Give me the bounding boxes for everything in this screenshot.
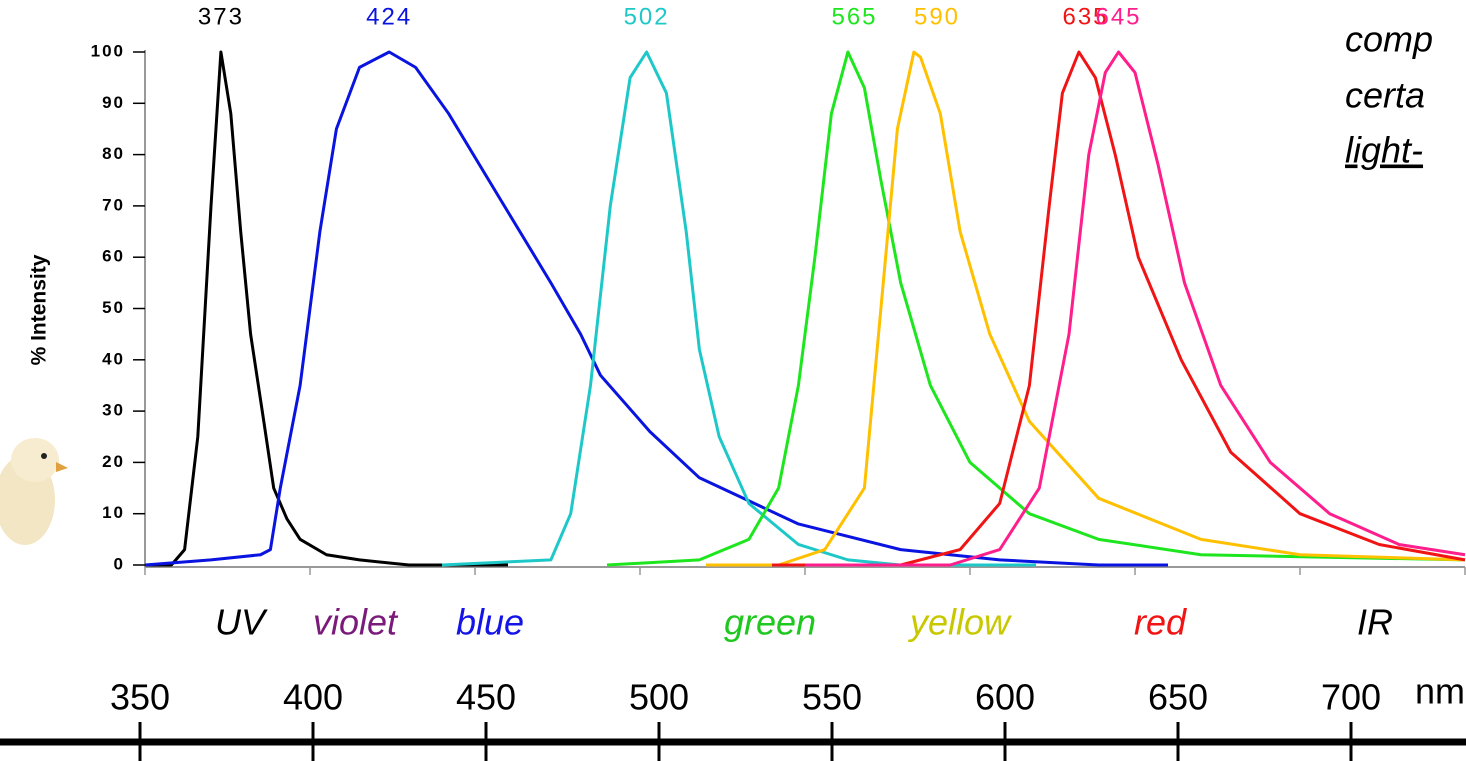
y-tick-label: 80 [102, 144, 125, 163]
ruler-label: 600 [975, 677, 1035, 718]
spectrum-line [145, 50, 508, 567]
band-label: red [1134, 602, 1187, 643]
y-tick-label: 70 [102, 195, 125, 214]
side-text: comp [1345, 19, 1433, 60]
y-tick-label: 90 [102, 93, 125, 112]
peak-label: 635 [1062, 3, 1108, 30]
y-tick-label: 50 [102, 298, 125, 317]
y-tick-label: 30 [102, 401, 125, 420]
ruler-label: 650 [1148, 677, 1208, 718]
ruler-unit: nm [1415, 671, 1465, 712]
band-label: UV [215, 602, 268, 643]
band-label: IR [1357, 602, 1393, 643]
ruler-label: 500 [629, 677, 689, 718]
band-label: violet [313, 602, 399, 643]
y-tick-label: 60 [102, 247, 125, 266]
y-tick-label: 0 [114, 554, 125, 573]
side-text: light- [1345, 130, 1423, 171]
peak-label: 565 [831, 3, 877, 30]
ruler-label: 450 [456, 677, 516, 718]
y-axis-label: % Intensity [28, 254, 51, 365]
peak-label: 424 [366, 3, 412, 30]
band-label: green [724, 602, 816, 643]
spectrum-line [805, 50, 1466, 567]
peak-label: 590 [914, 3, 960, 30]
band-label: yellow [907, 602, 1012, 643]
chick-illustration [0, 438, 68, 545]
y-tick-label: 100 [91, 41, 125, 60]
ruler-label: 700 [1321, 677, 1381, 718]
peak-label: 502 [624, 3, 670, 30]
spectrum-line [441, 50, 1036, 567]
spectrum-line [144, 50, 1168, 567]
y-tick-label: 40 [102, 349, 125, 368]
spectrum-line [706, 50, 1466, 567]
y-tick-label: 10 [102, 503, 125, 522]
ruler-label: 350 [110, 677, 170, 718]
y-tick-label: 20 [102, 452, 125, 471]
side-text: certa [1345, 75, 1425, 116]
band-label: blue [456, 602, 524, 643]
ruler-label: 400 [283, 677, 343, 718]
peak-label: 645 [1095, 3, 1141, 30]
peak-label: 373 [198, 3, 244, 30]
ruler-label: 550 [802, 677, 862, 718]
spectrum-line [606, 50, 1466, 567]
spectrum-line [772, 50, 1466, 567]
